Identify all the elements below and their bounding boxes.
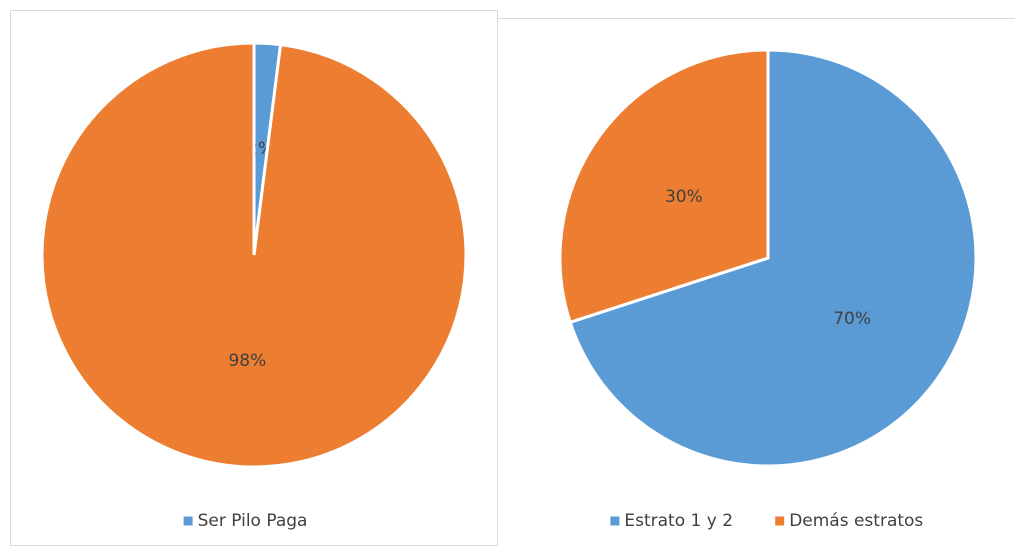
legend-label: Estrato 1 y 2 [624, 511, 733, 531]
pie-slice [40, 41, 468, 469]
data-label: 70% [833, 309, 871, 329]
pie-slice [558, 48, 770, 325]
legend-swatch [775, 516, 785, 526]
data-label: 30% [665, 187, 703, 207]
pie-slice [568, 48, 978, 468]
legend-label: Demás estratos [789, 511, 923, 531]
legend-swatch [610, 516, 620, 526]
chart-frame [10, 10, 498, 546]
data-label: 98% [228, 351, 266, 371]
legend-label: Ser Pilo Paga [198, 511, 308, 531]
legend-swatch [183, 516, 193, 526]
